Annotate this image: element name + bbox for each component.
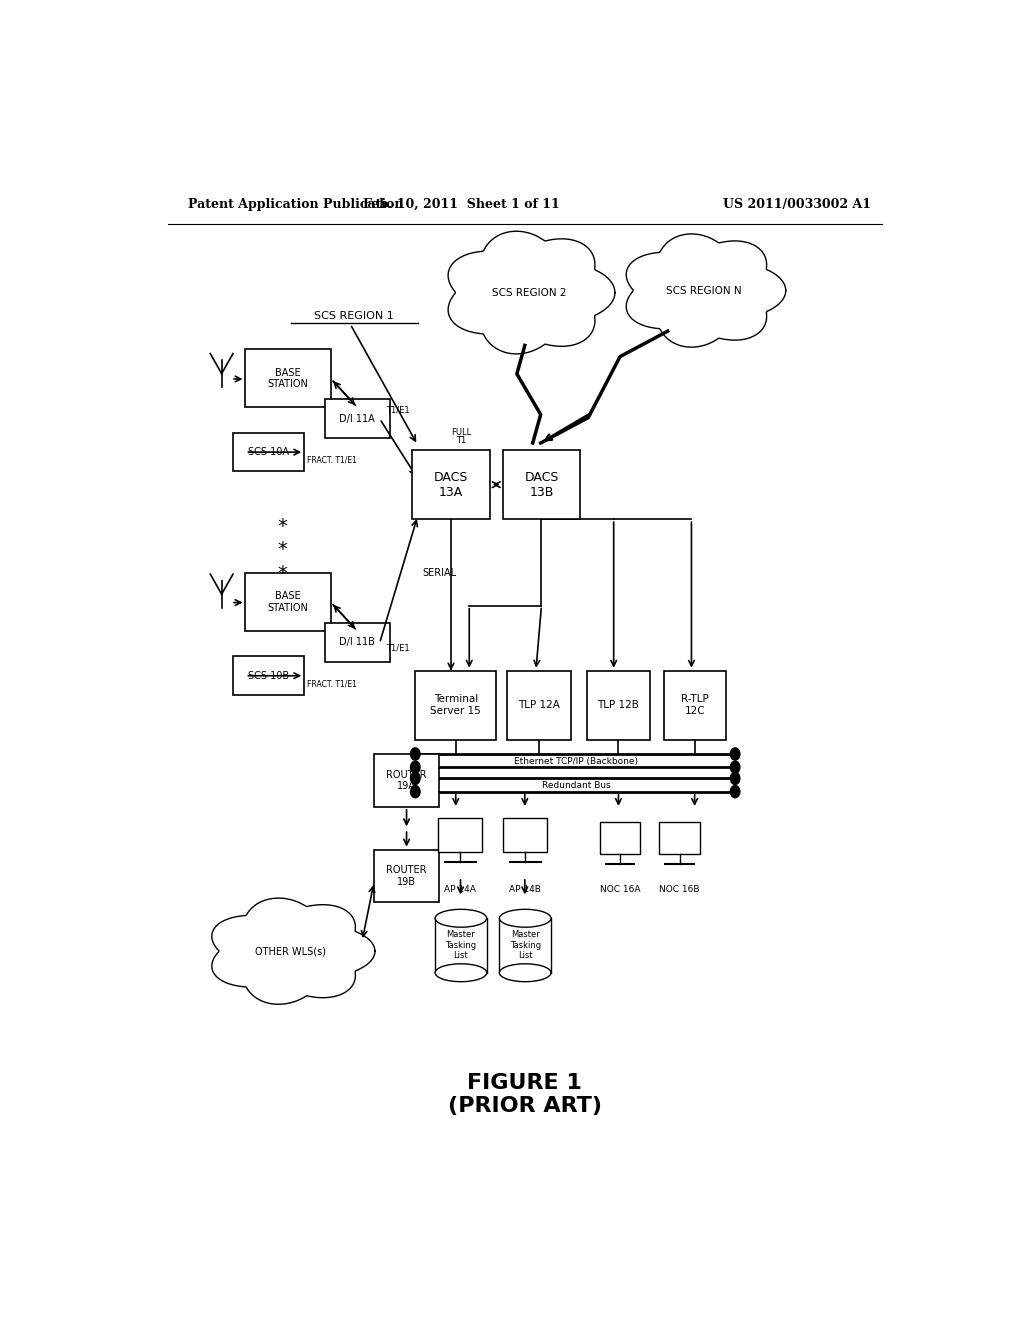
Circle shape bbox=[411, 785, 420, 797]
FancyBboxPatch shape bbox=[507, 671, 570, 739]
Text: BASE
STATION: BASE STATION bbox=[268, 591, 309, 612]
Text: TLP 12B: TLP 12B bbox=[598, 700, 639, 710]
Ellipse shape bbox=[500, 964, 551, 982]
Circle shape bbox=[411, 772, 420, 784]
Text: TLP 12A: TLP 12A bbox=[518, 700, 560, 710]
Circle shape bbox=[730, 772, 740, 784]
Text: Master
Tasking
List: Master Tasking List bbox=[445, 931, 476, 960]
Text: SCS REGION 1: SCS REGION 1 bbox=[314, 312, 394, 321]
Text: DACS
13B: DACS 13B bbox=[524, 471, 559, 499]
FancyBboxPatch shape bbox=[374, 850, 439, 903]
Text: FULL: FULL bbox=[452, 428, 471, 437]
Text: SERIAL: SERIAL bbox=[422, 568, 456, 578]
Text: AP 14A: AP 14A bbox=[444, 886, 476, 894]
Text: ROUTER
19B: ROUTER 19B bbox=[386, 865, 427, 887]
FancyBboxPatch shape bbox=[500, 919, 551, 973]
Polygon shape bbox=[627, 234, 785, 347]
Text: D/I 11A: D/I 11A bbox=[340, 413, 375, 424]
Text: SCS REGION 2: SCS REGION 2 bbox=[492, 288, 566, 297]
Ellipse shape bbox=[435, 964, 486, 982]
Text: T1: T1 bbox=[456, 437, 467, 445]
FancyBboxPatch shape bbox=[503, 450, 581, 519]
Text: OTHER WLS(s): OTHER WLS(s) bbox=[255, 946, 327, 956]
Text: SCS 10B: SCS 10B bbox=[248, 671, 289, 681]
Text: SCS REGION N: SCS REGION N bbox=[666, 285, 741, 296]
Text: Ethernet TCP/IP (Backbone): Ethernet TCP/IP (Backbone) bbox=[514, 756, 638, 766]
FancyBboxPatch shape bbox=[325, 623, 390, 661]
Polygon shape bbox=[449, 231, 615, 354]
Ellipse shape bbox=[500, 909, 551, 927]
FancyBboxPatch shape bbox=[587, 671, 650, 739]
Text: Patent Application Publication: Patent Application Publication bbox=[187, 198, 403, 211]
Text: *: * bbox=[278, 564, 288, 582]
Circle shape bbox=[411, 762, 420, 774]
Circle shape bbox=[730, 762, 740, 774]
Text: T1/E1: T1/E1 bbox=[386, 644, 410, 653]
FancyBboxPatch shape bbox=[246, 350, 331, 408]
Circle shape bbox=[730, 748, 740, 760]
Text: NOC 16A: NOC 16A bbox=[600, 886, 640, 894]
FancyBboxPatch shape bbox=[232, 656, 304, 696]
FancyBboxPatch shape bbox=[664, 671, 726, 739]
Text: *: * bbox=[278, 540, 288, 560]
Polygon shape bbox=[212, 898, 375, 1005]
FancyBboxPatch shape bbox=[246, 573, 331, 631]
Circle shape bbox=[730, 785, 740, 797]
FancyBboxPatch shape bbox=[435, 919, 486, 973]
Circle shape bbox=[411, 748, 420, 760]
Text: NOC 16B: NOC 16B bbox=[659, 886, 699, 894]
Text: Terminal
Server 15: Terminal Server 15 bbox=[430, 694, 481, 715]
Text: FIGURE 1: FIGURE 1 bbox=[467, 1073, 583, 1093]
FancyBboxPatch shape bbox=[416, 671, 497, 739]
FancyBboxPatch shape bbox=[374, 754, 439, 807]
Text: Master
Tasking
List: Master Tasking List bbox=[510, 931, 541, 960]
Text: D/I 11B: D/I 11B bbox=[339, 638, 375, 647]
FancyBboxPatch shape bbox=[325, 399, 390, 438]
FancyBboxPatch shape bbox=[438, 817, 482, 851]
FancyBboxPatch shape bbox=[412, 450, 489, 519]
Text: AP 14B: AP 14B bbox=[509, 886, 541, 894]
Text: FRACT. T1/E1: FRACT. T1/E1 bbox=[306, 455, 356, 465]
Text: Feb. 10, 2011  Sheet 1 of 11: Feb. 10, 2011 Sheet 1 of 11 bbox=[362, 198, 560, 211]
FancyBboxPatch shape bbox=[659, 822, 699, 854]
Text: ROUTER
19A: ROUTER 19A bbox=[386, 770, 427, 791]
FancyBboxPatch shape bbox=[503, 817, 547, 851]
Text: R-TLP
12C: R-TLP 12C bbox=[681, 694, 709, 715]
Text: BASE
STATION: BASE STATION bbox=[268, 368, 309, 389]
FancyBboxPatch shape bbox=[600, 822, 640, 854]
Text: US 2011/0033002 A1: US 2011/0033002 A1 bbox=[723, 198, 871, 211]
Text: SCS 10A: SCS 10A bbox=[248, 447, 289, 457]
Text: T1/E1: T1/E1 bbox=[386, 407, 410, 414]
Text: (PRIOR ART): (PRIOR ART) bbox=[447, 1096, 602, 1115]
Text: *: * bbox=[278, 517, 288, 536]
Text: DACS
13A: DACS 13A bbox=[434, 471, 468, 499]
Ellipse shape bbox=[435, 909, 486, 927]
Text: Redundant Bus: Redundant Bus bbox=[542, 781, 610, 789]
FancyBboxPatch shape bbox=[232, 433, 304, 471]
Text: FRACT. T1/E1: FRACT. T1/E1 bbox=[306, 680, 356, 688]
